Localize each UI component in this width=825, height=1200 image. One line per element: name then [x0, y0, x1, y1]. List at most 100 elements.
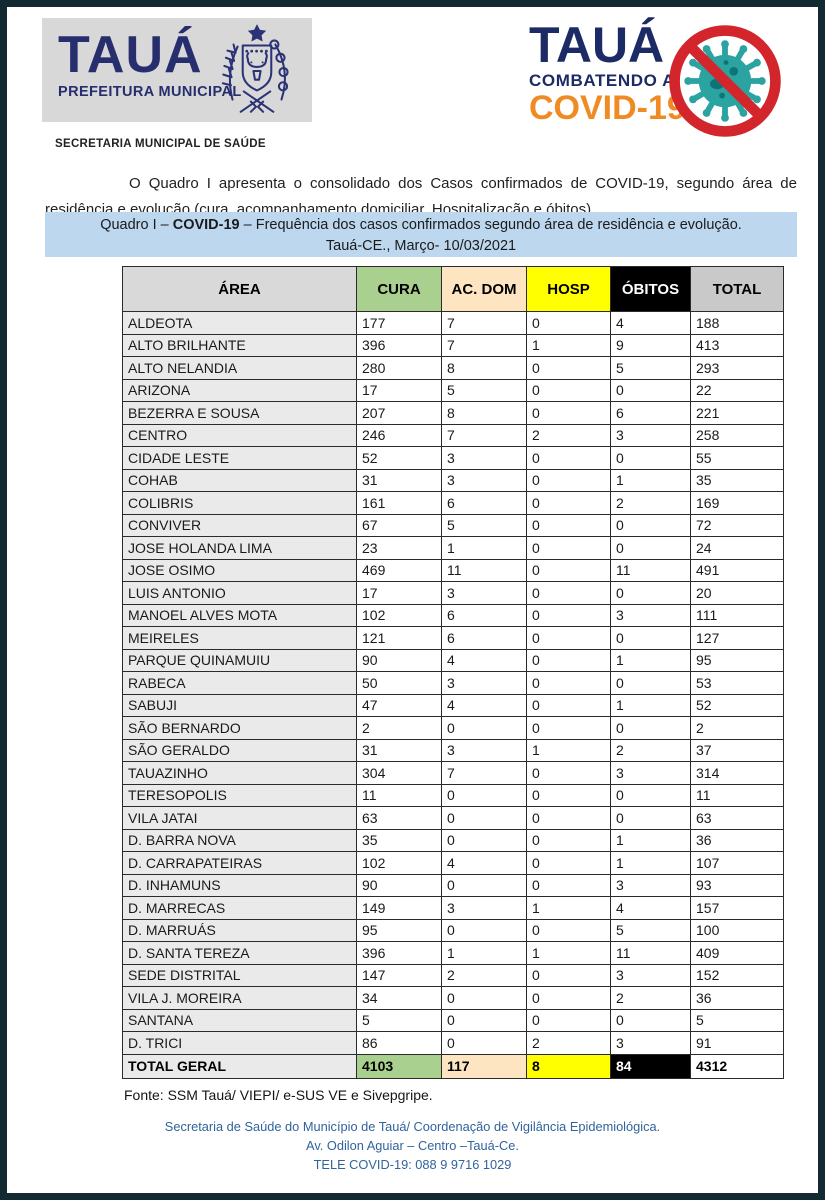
value-cell: 31: [356, 468, 442, 492]
value-cell: 111: [690, 603, 784, 627]
value-cell: 1: [526, 333, 611, 357]
table-row: RABECA 50 3 0 0 53: [122, 671, 784, 695]
table-row: PARQUE QUINAMUIU 90 4 0 1 95: [122, 648, 784, 672]
value-cell: 35: [690, 468, 784, 492]
value-cell: 7: [441, 761, 527, 785]
value-cell: 3: [610, 963, 691, 987]
total-row: TOTAL GERAL 4103 117 8 84 4312: [122, 1053, 784, 1079]
value-cell: 0: [441, 918, 527, 942]
value-cell: 188: [690, 311, 784, 335]
value-cell: 0: [441, 873, 527, 897]
table-row: SANTANA 5 0 0 0 5: [122, 1008, 784, 1032]
value-cell: 2: [356, 716, 442, 740]
area-cell: SANTANA: [122, 1008, 357, 1032]
table-row: VILA J. MOREIRA 34 0 0 2 36: [122, 986, 784, 1010]
value-cell: 0: [610, 783, 691, 807]
value-cell: 52: [690, 693, 784, 717]
value-cell: 1: [610, 828, 691, 852]
value-cell: 6: [610, 401, 691, 425]
prefeitura-logo: TAUÁ PREFEITURA MUNICIPAL: [42, 18, 312, 122]
value-cell: 3: [610, 873, 691, 897]
value-cell: 0: [526, 401, 611, 425]
value-cell: 20: [690, 581, 784, 605]
value-cell: 0: [526, 986, 611, 1010]
value-cell: 95: [356, 918, 442, 942]
value-cell: 5: [690, 1008, 784, 1032]
area-cell: SEDE DISTRITAL: [122, 963, 357, 987]
column-header-hosp: HOSP: [526, 266, 611, 312]
value-cell: 67: [356, 513, 442, 537]
value-cell: 17: [356, 378, 442, 402]
value-cell: 100: [690, 918, 784, 942]
secretaria-caption: SECRETARIA MUNICIPAL DE SAÚDE: [55, 138, 266, 150]
value-cell: 11: [690, 783, 784, 807]
value-cell: 4: [441, 693, 527, 717]
value-cell: 0: [610, 446, 691, 470]
value-cell: 63: [356, 806, 442, 830]
table-row: D. INHAMUNS 90 0 0 3 93: [122, 873, 784, 897]
area-cell: LUIS ANTONIO: [122, 581, 357, 605]
value-cell: 0: [526, 873, 611, 897]
value-cell: 2: [610, 738, 691, 762]
area-cell: TERESOPOLIS: [122, 783, 357, 807]
table-row: CIDADE LESTE 52 3 0 0 55: [122, 446, 784, 470]
value-cell: 0: [526, 581, 611, 605]
table-row: CENTRO 246 7 2 3 258: [122, 423, 784, 447]
prefeitura-logo-subtitle: PREFEITURA MUNICIPAL: [58, 83, 242, 100]
value-cell: 2: [610, 986, 691, 1010]
value-cell: 147: [356, 963, 442, 987]
value-cell: 47: [356, 693, 442, 717]
value-cell: 0: [441, 1031, 527, 1055]
value-cell: 9: [610, 333, 691, 357]
table-row: D. TRICI 86 0 2 3 91: [122, 1031, 784, 1055]
table-row: D. MARRUÁS 95 0 0 5 100: [122, 918, 784, 942]
table-row: JOSE OSIMO 469 11 0 11 491: [122, 558, 784, 582]
value-cell: 0: [441, 1008, 527, 1032]
prefeitura-logo-text: TAUÁ PREFEITURA MUNICIPAL: [58, 29, 242, 100]
value-cell: 0: [526, 378, 611, 402]
campaign-logo: TAUÁ COMBATENDO A COVID-19: [529, 17, 804, 141]
area-cell: D. MARRECAS: [122, 896, 357, 920]
table-row: D. CARRAPATEIRAS 102 4 0 1 107: [122, 851, 784, 875]
value-cell: 0: [526, 491, 611, 515]
total-value-cell: 117: [441, 1053, 527, 1079]
campaign-logo-title: TAUÁ: [529, 17, 665, 73]
area-cell: ALDEOTA: [122, 311, 357, 335]
value-cell: 0: [526, 963, 611, 987]
area-cell: MANOEL ALVES MOTA: [122, 603, 357, 627]
value-cell: 413: [690, 333, 784, 357]
area-cell: SÃO GERALDO: [122, 738, 357, 762]
table-row: JOSE HOLANDA LIMA 23 1 0 0 24: [122, 536, 784, 560]
value-cell: 207: [356, 401, 442, 425]
value-cell: 0: [526, 513, 611, 537]
value-cell: 6: [441, 491, 527, 515]
table-row: D. MARRECAS 149 3 1 4 157: [122, 896, 784, 920]
table-row: MANOEL ALVES MOTA 102 6 0 3 111: [122, 603, 784, 627]
value-cell: 161: [356, 491, 442, 515]
banner-line2: Tauá-CE., Março- 10/03/2021: [325, 238, 517, 254]
table-row: ALTO NELANDIA 280 8 0 5 293: [122, 356, 784, 380]
area-cell: RABECA: [122, 671, 357, 695]
value-cell: 3: [441, 671, 527, 695]
area-cell: D. SANTA TEREZA: [122, 941, 357, 965]
value-cell: 0: [526, 851, 611, 875]
value-cell: 102: [356, 851, 442, 875]
column-header-area: ÁREA: [122, 266, 357, 312]
value-cell: 1: [526, 738, 611, 762]
value-cell: 0: [610, 536, 691, 560]
value-cell: 95: [690, 648, 784, 672]
column-header-obitos: ÓBITOS: [610, 266, 691, 312]
value-cell: 7: [441, 311, 527, 335]
value-cell: 50: [356, 671, 442, 695]
value-cell: 2: [690, 716, 784, 740]
value-cell: 157: [690, 896, 784, 920]
header-row: ÁREA CURA AC. DOM HOSP ÓBITOS TOTAL: [122, 266, 784, 312]
value-cell: 90: [356, 873, 442, 897]
value-cell: 4: [610, 311, 691, 335]
area-cell: D. CARRAPATEIRAS: [122, 851, 357, 875]
area-cell: ARIZONA: [122, 378, 357, 402]
value-cell: 1: [441, 536, 527, 560]
value-cell: 1: [526, 896, 611, 920]
table-row: SÃO GERALDO 31 3 1 2 37: [122, 738, 784, 762]
value-cell: 24: [690, 536, 784, 560]
